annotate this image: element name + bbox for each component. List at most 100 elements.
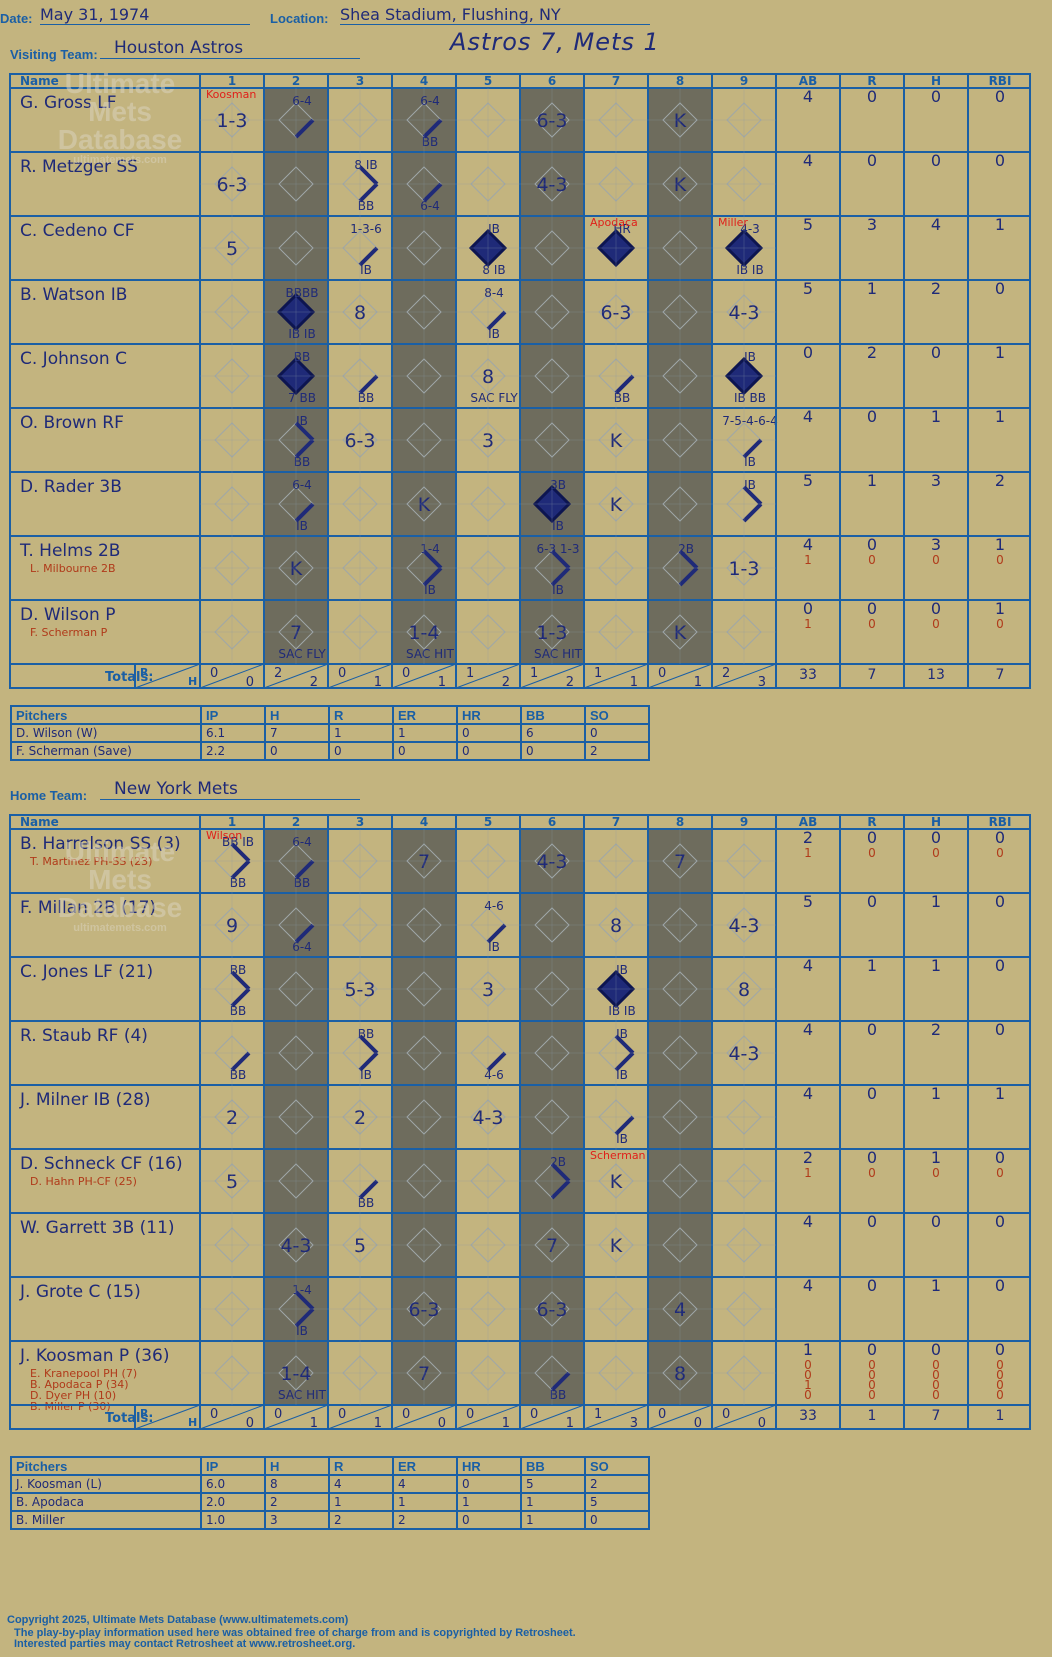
inning-runs: 0 [402, 1407, 410, 1422]
inning-runs: 1 [594, 1407, 602, 1422]
watermark-logo: Ultimate Mets Database ultimatemets.com [50, 70, 190, 167]
visitors-pitching-table: Pitchers IP H R ER HR BB SO D. Wilson (W) 6.1 7 1 1 0… [10, 705, 650, 761]
pitcher-row: B. Apodaca 2.0 2 1 1 1 1 5 [10, 1492, 650, 1512]
total-stat: 1 [996, 1408, 1005, 1424]
inning-runs: 0 [210, 666, 218, 681]
substitute-name: B. Miller P (30) [30, 1400, 111, 1413]
batter-stat: 0 [932, 617, 940, 631]
name-header: Name [20, 815, 59, 829]
grid-line [327, 1404, 393, 1430]
stat-header: H [931, 74, 941, 88]
batter-stat: 1 [804, 553, 812, 567]
pitcher-stat: 2 [392, 1510, 458, 1530]
batter-stat: 3 [931, 535, 941, 554]
play-note: 6-4 [420, 199, 440, 213]
batter-stat: 1 [931, 407, 941, 426]
play-note: 6-3 1-3 [536, 542, 579, 556]
play-note: SAC FLY [278, 647, 326, 661]
play-note: BB [230, 1004, 246, 1018]
inning-header: 5 [484, 815, 492, 829]
basepath-mark [294, 1290, 315, 1311]
batter-stat: 0 [867, 599, 877, 618]
batter-name: R. Metzger SS [20, 157, 138, 177]
pitching-header: SO [584, 705, 650, 725]
basepath-mark [678, 549, 699, 570]
batter-stat: 0 [931, 343, 941, 362]
stat-header: H [931, 815, 941, 829]
batter-stat: 0 [995, 828, 1005, 847]
basepath-mark [230, 987, 251, 1008]
play-note: IB [552, 519, 564, 533]
play-note: IB IB [736, 263, 763, 277]
inning-runs: 2 [722, 666, 730, 681]
pitcher-stat: 2.0 [200, 1492, 266, 1512]
location-label: Location: [270, 11, 329, 26]
inning-runs: 0 [658, 666, 666, 681]
inning-header: 7 [612, 815, 620, 829]
basepath-mark [614, 374, 635, 395]
play-note: IB [296, 519, 308, 533]
visiting-team-name: Houston Astros [100, 38, 360, 59]
batter-stat: 4 [803, 407, 813, 426]
play-note: BB [230, 1068, 246, 1082]
pitching-header: HR [456, 705, 522, 725]
batter-stat: 0 [995, 279, 1005, 298]
basepath-mark [294, 421, 315, 442]
batter-stat: 0 [867, 407, 877, 426]
basepath-mark [742, 502, 763, 523]
play-note: 1-3-6 [350, 222, 382, 236]
inning-hits: 1 [310, 1416, 318, 1431]
play-note: 8 IB [354, 158, 377, 172]
batter-stat: 0 [931, 828, 941, 847]
batter-stat: 0 [867, 1020, 877, 1039]
batter-name: J. Grote C (15) [19, 1282, 141, 1302]
batter-stat: 1 [803, 1340, 813, 1359]
pitcher-stat: D. Wilson (W) [10, 723, 202, 743]
pitcher-stat: 1 [392, 1492, 458, 1512]
play-note: BB [230, 876, 246, 890]
batter-name: O. Brown RF [20, 413, 124, 433]
inning-runs: 2 [274, 666, 282, 681]
batter-stat: 0 [868, 1368, 876, 1382]
batter-stat: 4 [931, 215, 941, 234]
pitcher-stat: B. Apodaca [10, 1492, 202, 1512]
pitcher-stat: 2 [584, 741, 650, 761]
total-stat: 1 [868, 1408, 877, 1424]
basepath-mark [614, 1115, 635, 1136]
inning-hits: 0 [694, 1416, 702, 1431]
batter-stat: 2 [931, 279, 941, 298]
watermark-line: Mets [88, 96, 152, 127]
substitute-name: B. Apodaca P (34) [30, 1378, 129, 1391]
play-note: HR [613, 222, 630, 236]
pitching-header: BB [520, 1456, 586, 1476]
play-note: BB [358, 199, 374, 213]
inning-header: 9 [740, 74, 748, 88]
pitcher-change-note: Apodaca [590, 216, 638, 229]
basepath-mark [550, 1162, 571, 1183]
pitching-header: HR [456, 1456, 522, 1476]
pitcher-stat: 0 [392, 741, 458, 761]
play-note: 2B [678, 542, 694, 556]
batter-stat: 0 [932, 846, 940, 860]
batter-stat: 3 [931, 471, 941, 490]
pitcher-stat: 6.0 [200, 1474, 266, 1494]
pitching-header: H [264, 1456, 330, 1476]
pitcher-stat: 0 [520, 741, 586, 761]
play-note: SAC HIT [406, 647, 455, 661]
play-note: 6-4 [420, 94, 440, 108]
pitcher-stat: 1 [520, 1492, 586, 1512]
batter-stat: 0 [996, 1378, 1004, 1392]
batter-name: C. Johnson C [20, 349, 127, 369]
play-note: BB [614, 391, 630, 405]
play-note: IB [360, 1068, 372, 1082]
batter-stat: 0 [868, 1358, 876, 1372]
play-note: IB [360, 263, 372, 277]
batter-stat: 0 [868, 617, 876, 631]
batter-stat: 0 [995, 151, 1005, 170]
batter-stat: 0 [932, 553, 940, 567]
play-note: 6-4 [292, 478, 312, 492]
play-result: K [290, 558, 303, 580]
batter-stat: 0 [868, 553, 876, 567]
pitcher-stat: 2 [584, 1474, 650, 1494]
